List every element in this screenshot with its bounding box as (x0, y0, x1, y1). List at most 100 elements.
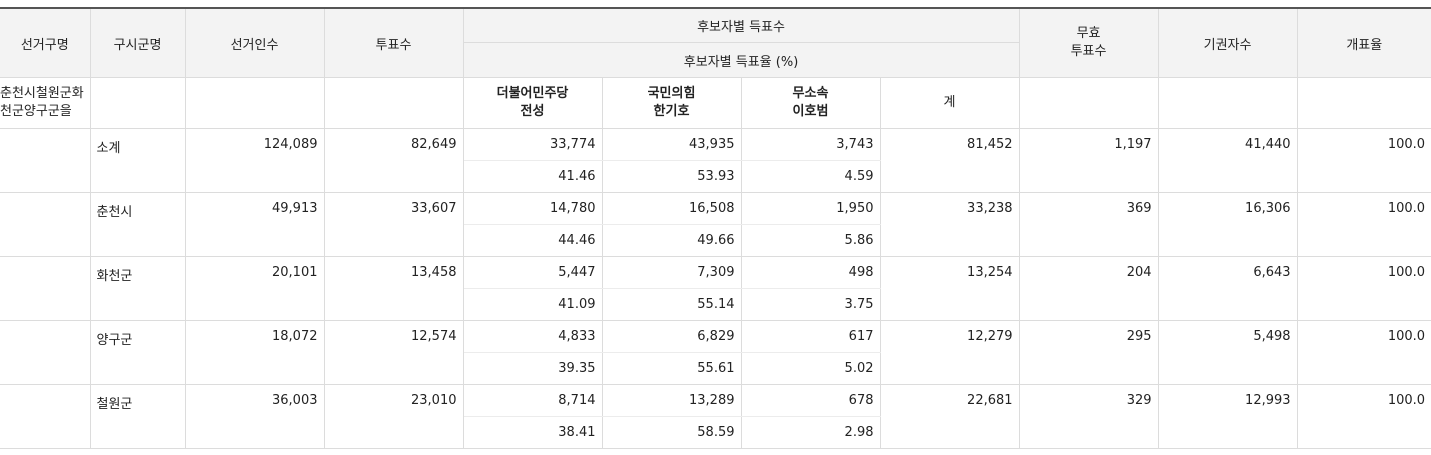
sum-label: 계 (880, 77, 1020, 129)
constituency-name: 춘천시철원군화 천군양구군을 (0, 77, 91, 129)
blank-cell (0, 384, 91, 449)
electorate-cell: 124,089 (185, 128, 325, 193)
blank-cell (90, 77, 186, 129)
candidate-name: 전성 (520, 104, 545, 119)
blank-cell (0, 320, 91, 385)
blank-cell (324, 77, 464, 129)
count-rate-cell: 100.0 (1297, 192, 1431, 257)
candidate-rate-cell: 44.46 (463, 224, 603, 257)
candidate-rate-cell: 39.35 (463, 352, 603, 385)
invalid-votes-cell: 329 (1019, 384, 1159, 449)
total-votes-cell: 22,681 (880, 384, 1020, 449)
candidate-rate-cell: 3.75 (741, 288, 881, 321)
candidate-3: 무소속 이호범 (741, 77, 881, 129)
candidate-rate-cell: 38.41 (463, 416, 603, 449)
invalid-votes-cell: 1,197 (1019, 128, 1159, 193)
candidate-party: 더불어민주당 (496, 86, 569, 101)
header-district: 구시군명 (90, 7, 186, 78)
electorate-cell: 49,913 (185, 192, 325, 257)
candidate-name: 이호범 (792, 104, 829, 119)
candidate-votes-cell: 4,833 (463, 320, 603, 353)
header-invalid-line2: 투표수 (1070, 44, 1107, 59)
total-votes-cell: 13,254 (880, 256, 1020, 321)
total-votes-cell: 33,238 (880, 192, 1020, 257)
candidate-rate-cell: 49.66 (602, 224, 742, 257)
header-election-type: 선거구명 (0, 7, 91, 78)
blank-cell (1158, 77, 1298, 129)
election-results-table: 선거구명 구시군명 선거인수 투표수 후보자별 득표수 무효 투표수 기권자수 … (0, 7, 1431, 449)
table-row: 38.41 58.59 2.98 (0, 416, 1431, 449)
table-row: 41.46 53.93 4.59 (0, 160, 1431, 193)
table-row: 41.09 55.14 3.75 (0, 288, 1431, 321)
candidate-rate-cell: 41.09 (463, 288, 603, 321)
candidate-votes-cell: 43,935 (602, 128, 742, 161)
table-row: 양구군 18,072 12,574 4,833 6,829 617 12,279 295 5,4… (0, 320, 1431, 385)
header-votes: 투표수 (324, 7, 464, 78)
candidate-rate-cell: 5.86 (741, 224, 881, 257)
header-invalid-line1: 무효 (1076, 26, 1101, 41)
candidate-rate-cell: 53.93 (602, 160, 742, 193)
votes-cell: 13,458 (324, 256, 464, 321)
candidate-party: 무소속 (792, 86, 829, 101)
count-rate-cell: 100.0 (1297, 128, 1431, 193)
candidate-votes-cell: 3,743 (741, 128, 881, 161)
electorate-cell: 20,101 (185, 256, 325, 321)
candidate-votes-cell: 7,309 (602, 256, 742, 289)
candidate-votes-cell: 1,950 (741, 192, 881, 225)
candidate-votes-cell: 33,774 (463, 128, 603, 161)
table-row: 소계 124,089 82,649 33,774 43,935 3,743 81,452 1,… (0, 128, 1431, 193)
abstain-cell: 6,643 (1158, 256, 1298, 321)
total-votes-cell: 12,279 (880, 320, 1020, 385)
table-row: 춘천시 49,913 33,607 14,780 16,508 1,950 33,238 36… (0, 192, 1431, 257)
electorate-cell: 18,072 (185, 320, 325, 385)
candidate-rate-cell: 41.46 (463, 160, 603, 193)
candidate-rate-cell: 4.59 (741, 160, 881, 193)
count-rate-cell: 100.0 (1297, 256, 1431, 321)
header-candidate-rate: 후보자별 득표율 (%) (463, 42, 1020, 78)
votes-cell: 12,574 (324, 320, 464, 385)
header-electorate: 선거인수 (185, 7, 325, 78)
count-rate-cell: 100.0 (1297, 384, 1431, 449)
candidate-rate-cell: 58.59 (602, 416, 742, 449)
candidate-name: 한기호 (653, 104, 690, 119)
electorate-cell: 36,003 (185, 384, 325, 449)
table-row: 39.35 55.61 5.02 (0, 352, 1431, 385)
blank-cell (0, 128, 91, 193)
candidate-1: 더불어민주당 전성 (463, 77, 603, 129)
candidate-party: 국민의힘 (647, 86, 696, 101)
table-row: 44.46 49.66 5.86 (0, 224, 1431, 257)
total-votes-cell: 81,452 (880, 128, 1020, 193)
header-candidate-votes: 후보자별 득표수 (463, 7, 1020, 43)
candidate-votes-cell: 5,447 (463, 256, 603, 289)
blank-cell (185, 77, 325, 129)
candidate-votes-cell: 16,508 (602, 192, 742, 225)
table-row: 화천군 20,101 13,458 5,447 7,309 498 13,254 204 6,6… (0, 256, 1431, 321)
votes-cell: 23,010 (324, 384, 464, 449)
header-invalid-votes: 무효 투표수 (1019, 7, 1159, 78)
count-rate-cell: 100.0 (1297, 320, 1431, 385)
blank-cell (0, 192, 91, 257)
candidate-votes-cell: 8,714 (463, 384, 603, 417)
abstain-cell: 16,306 (1158, 192, 1298, 257)
header-abstain: 기권자수 (1158, 7, 1298, 78)
blank-cell (0, 256, 91, 321)
votes-cell: 33,607 (324, 192, 464, 257)
invalid-votes-cell: 204 (1019, 256, 1159, 321)
abstain-cell: 5,498 (1158, 320, 1298, 385)
blank-cell (1019, 77, 1159, 129)
candidate-votes-cell: 14,780 (463, 192, 603, 225)
candidate-votes-cell: 13,289 (602, 384, 742, 417)
candidate-rate-cell: 55.14 (602, 288, 742, 321)
constituency-line2: 천군양구군을 (0, 104, 72, 119)
district-name: 화천군 (90, 256, 186, 321)
abstain-cell: 41,440 (1158, 128, 1298, 193)
header-count-rate: 개표율 (1297, 7, 1431, 78)
invalid-votes-cell: 369 (1019, 192, 1159, 257)
district-name: 소계 (90, 128, 186, 193)
candidate-2: 국민의힘 한기호 (602, 77, 742, 129)
district-name: 양구군 (90, 320, 186, 385)
candidate-rate-cell: 5.02 (741, 352, 881, 385)
invalid-votes-cell: 295 (1019, 320, 1159, 385)
blank-cell (1297, 77, 1431, 129)
candidate-votes-cell: 6,829 (602, 320, 742, 353)
